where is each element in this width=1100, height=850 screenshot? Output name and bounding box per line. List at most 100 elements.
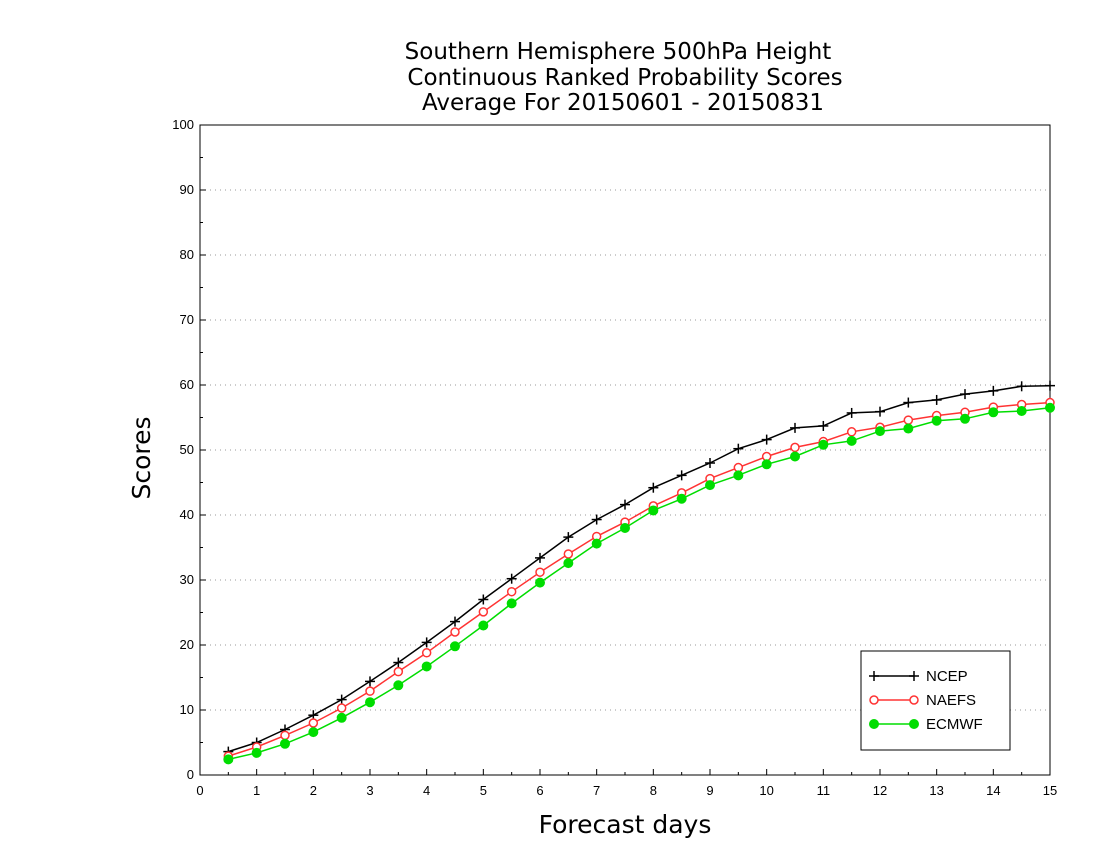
legend-ncep-point [909, 671, 919, 681]
series-ecmwf-point [761, 459, 772, 470]
legend-ecmwf-point [909, 719, 919, 729]
series-ecmwf-point [846, 435, 857, 446]
series-ecmwf-point [308, 727, 319, 738]
y-tick-label: 70 [180, 312, 194, 327]
series-ecmwf-point [421, 661, 432, 672]
series-ecmwf-point [336, 712, 347, 723]
series-naefs-point [336, 703, 347, 713]
series-ncep-point [903, 397, 914, 408]
series-naefs-point [308, 718, 319, 728]
series-ncep-point [988, 385, 999, 396]
series-ncep-point [336, 694, 347, 705]
legend-naefs: NAEFS [869, 692, 976, 709]
x-tick-label: 6 [536, 783, 543, 798]
y-tick-label: 40 [180, 507, 194, 522]
y-tick-label: 0 [187, 767, 194, 782]
series-ecmwf-point [705, 480, 715, 491]
x-tick-label: 1 [253, 783, 260, 798]
series-ncep-point [450, 616, 460, 627]
series-naefs-point [450, 627, 460, 637]
series-ecmwf-point [1016, 406, 1027, 416]
y-tick-label: 20 [180, 637, 194, 652]
series-ecmwf-point [223, 754, 234, 765]
series-naefs-point [478, 607, 489, 617]
series-ncep-point [506, 573, 517, 584]
series-naefs-point [563, 549, 574, 559]
series-ecmwf-point [648, 505, 659, 516]
x-tick-label: 0 [196, 783, 203, 798]
grid [200, 189, 1050, 711]
series-ecmwf-point [790, 451, 800, 462]
series-naefs-point [280, 730, 290, 741]
series-ecmwf-point [280, 738, 290, 749]
series-ecmwf-point [818, 439, 829, 450]
legend-ncep-label: NCEP [926, 668, 968, 685]
series-ncep-point [1045, 380, 1055, 391]
series-ecmwf-point [903, 423, 914, 434]
x-tick-label: 4 [423, 783, 430, 798]
series-ncep-point [1016, 381, 1027, 392]
series-naefs-point [846, 427, 857, 437]
legend-ncep-point [869, 671, 879, 681]
series-ncep-point [875, 406, 885, 417]
x-tick-label: 11 [817, 783, 831, 798]
series-ecmwf-point [931, 415, 942, 426]
y-tick-label: 30 [180, 572, 194, 587]
series-ncep-point [676, 470, 687, 481]
x-tick-label: 15 [1043, 783, 1057, 798]
series-ecmwf-point [988, 407, 999, 418]
y-tick-label: 60 [180, 377, 194, 392]
series-ecmwf-point [393, 680, 404, 691]
series-naefs-point [790, 442, 800, 453]
series-ncep [223, 380, 1055, 757]
x-tick-label: 13 [929, 783, 943, 798]
series-ecmwf-point [506, 598, 517, 609]
series-naefs-point [421, 648, 432, 658]
series-ecmwf-point [875, 426, 885, 437]
legend-ncep: NCEP [869, 668, 968, 685]
series-naefs-line [228, 401, 1051, 757]
series-ncep-point [733, 443, 744, 454]
series-ncep-point [365, 676, 375, 687]
chart-title: Southern Hemisphere 500hPa Height Contin… [405, 39, 843, 116]
series-ecmwf-point [1045, 402, 1055, 413]
series-ncep-point [648, 482, 659, 493]
y-tick-label: 50 [180, 442, 194, 457]
legend-ecmwf-label: ECMWF [926, 716, 983, 733]
series-naefs-point [365, 686, 375, 696]
series-naefs-point [535, 567, 545, 577]
series-ecmwf [223, 402, 1055, 765]
legend-naefs-point [869, 695, 879, 705]
legend-naefs-label: NAEFS [926, 692, 976, 709]
series-ecmwf-point [676, 493, 687, 504]
legend-ecmwf-point [869, 719, 879, 729]
y-axis-label: Scores [127, 416, 156, 499]
x-axis-label: Forecast days [539, 810, 712, 839]
series-naefs-point [393, 666, 404, 677]
series-ncep-point [563, 532, 574, 543]
x-tick-label: 7 [593, 783, 600, 798]
x-tick-label: 12 [873, 783, 887, 798]
series-ecmwf-point [733, 470, 744, 481]
x-tick-label: 10 [759, 783, 773, 798]
y-tick-label: 80 [180, 247, 194, 262]
series-ecmwf-point [960, 413, 970, 424]
title-line-3: Average For 20150601 - 20150831 [422, 90, 824, 116]
series-ncep-point [960, 389, 970, 400]
series-ecmwf-point [535, 577, 545, 588]
series-naefs-point [506, 586, 517, 597]
series-ncep-point [591, 514, 602, 525]
x-tick-label: 2 [310, 783, 317, 798]
series-ecmwf-point [478, 620, 489, 631]
x-tick-label: 3 [366, 783, 373, 798]
series-ncep-point [931, 394, 942, 405]
legend-naefs-point [909, 695, 919, 705]
series [223, 380, 1055, 765]
series-ncep-point [846, 407, 857, 418]
y-tick-label: 10 [180, 702, 194, 717]
x-tick-label: 14 [986, 783, 1000, 798]
legend-entries: NCEP NAEFS ECMWF [869, 668, 983, 733]
series-ecmwf-point [450, 641, 460, 652]
